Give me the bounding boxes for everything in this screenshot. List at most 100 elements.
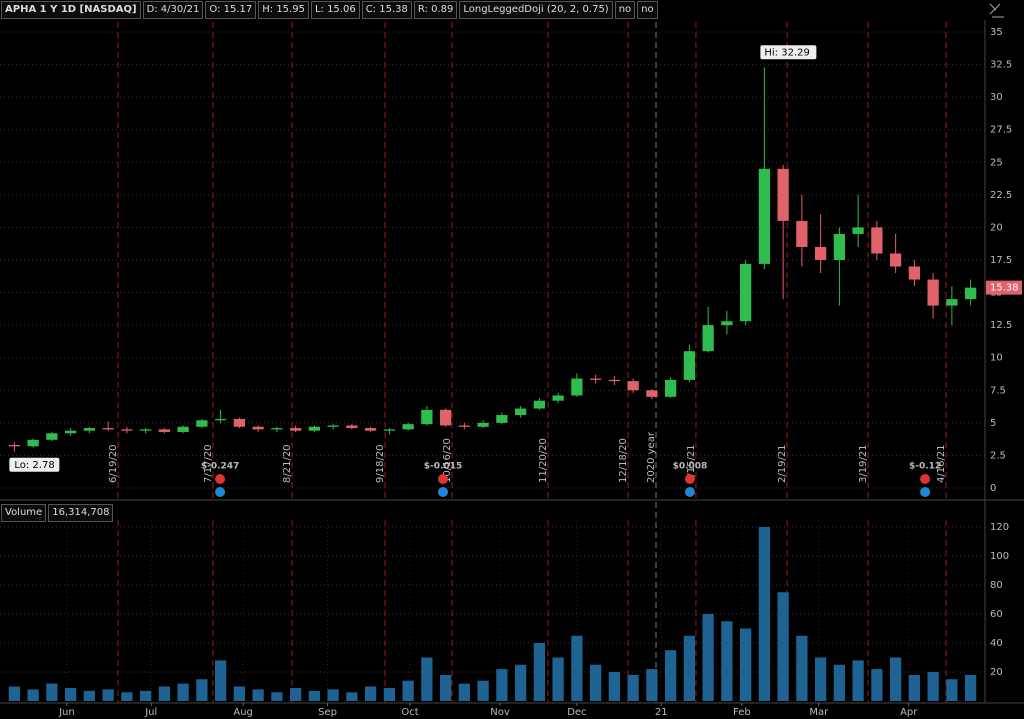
volume-bar (871, 669, 883, 701)
candle-body (852, 227, 864, 234)
y2-tick-label: 20 (990, 667, 1003, 678)
volume-bar (65, 687, 77, 701)
candle-body (402, 424, 414, 430)
candle-body (140, 429, 152, 431)
last-price-label: 15.38 (990, 283, 1019, 294)
dividend-icon (920, 474, 931, 484)
volume-bar (908, 674, 920, 701)
y2-tick-label: 40 (990, 638, 1003, 649)
year-label: 2020 year (646, 431, 657, 483)
x-tick-label: Jul (144, 707, 157, 718)
volume-bar (965, 674, 977, 701)
last-price-box (986, 280, 1022, 295)
candle-body (27, 439, 39, 447)
volume-bar (740, 628, 752, 701)
candle-body (346, 425, 358, 429)
expiration-label: 4/16/21 (936, 444, 947, 483)
y-tick-label: 17.5 (990, 255, 1012, 266)
candle-body (515, 408, 527, 416)
candle-body (327, 425, 339, 427)
earnings-icon (215, 487, 226, 497)
flag: no (637, 1, 658, 19)
dividend-icon (215, 474, 226, 484)
volume-bar (683, 635, 695, 701)
volume-bar (8, 686, 20, 701)
candle-body (590, 378, 602, 380)
volume-bar (590, 664, 602, 701)
x-tick-label: Oct (401, 707, 418, 718)
volume-bar (196, 679, 208, 701)
hi-box (760, 45, 817, 60)
dividend-label: $-0.247 (201, 462, 239, 472)
expiration-label: 6/19/20 (108, 444, 119, 483)
x-tick-label: 21 (655, 707, 668, 718)
y-tick-label: 20 (990, 222, 1003, 233)
expiration-label: 12/18/20 (618, 438, 629, 483)
y-tick-label: 0 (990, 483, 996, 494)
volume-bar (290, 687, 302, 701)
y-tick-label: 25 (990, 157, 1003, 168)
candle-body (46, 433, 58, 440)
volume-bar (140, 690, 152, 701)
high: H: 15.95 (258, 1, 309, 19)
y2-tick-label: 100 (990, 551, 1009, 562)
volume-bar (383, 687, 395, 701)
volume-bar (627, 674, 639, 701)
x-tick-label: Dec (567, 707, 586, 718)
candle-body (308, 426, 320, 431)
x-tick-label: Nov (490, 707, 510, 718)
volume-title[interactable]: Volume (1, 504, 47, 522)
volume-bar (552, 657, 564, 701)
candle-body (196, 420, 208, 427)
candle-body (646, 390, 658, 397)
volume-bar (927, 672, 939, 701)
y-tick-label: 30 (990, 92, 1003, 103)
volume-bar (458, 683, 470, 701)
candle-body (252, 426, 264, 430)
volume-bar (946, 679, 958, 701)
earnings-icon (438, 487, 448, 497)
expiration-label: 8/21/20 (282, 444, 293, 483)
open: O: 15.17 (205, 1, 257, 19)
y2-tick-label: 80 (990, 580, 1003, 591)
volume-bar (46, 683, 58, 701)
study[interactable]: LongLeggedDoji (20, 2, 0.75) (459, 1, 613, 19)
x-tick-label: Mar (809, 707, 829, 718)
volume-header: Volume 16,314,708 (1, 504, 114, 522)
lo-box (9, 457, 60, 472)
candle-body (440, 409, 452, 426)
symbol[interactable]: APHA 1 Y 1D [NASDAQ] (1, 1, 141, 19)
volume-bar (496, 669, 508, 701)
volume-bar (796, 635, 808, 701)
y-tick-label: 10 (990, 353, 1003, 364)
dividend-icon (438, 474, 448, 484)
candle-body (702, 325, 714, 352)
volume-bar (440, 674, 452, 701)
settings-icon[interactable] (989, 3, 1004, 18)
volume-bar (402, 680, 414, 701)
expiration-label: 11/20/20 (538, 438, 549, 483)
expiration-label: 2/19/21 (777, 444, 788, 483)
volume-bar (27, 689, 39, 701)
candle-body (815, 246, 827, 260)
earnings-icon (920, 487, 931, 497)
volume-bar (833, 664, 845, 701)
candle-body (908, 266, 920, 280)
volume-bar (271, 692, 283, 701)
volume-bar (233, 686, 245, 701)
hi-label: Hi: 32.29 (764, 47, 809, 58)
candle-body (233, 418, 245, 427)
y-tick-label: 12.5 (990, 320, 1012, 331)
volume-bar (158, 686, 170, 701)
candle-body (158, 429, 170, 432)
volume-bar (102, 689, 114, 701)
y2-tick-label: 120 (990, 522, 1009, 533)
volume-bar (83, 690, 95, 701)
earnings-icon (684, 487, 695, 497)
candle-body (758, 168, 770, 264)
range: R: 0.89 (413, 1, 458, 19)
candle-body (721, 321, 733, 326)
volume-bar (477, 680, 489, 701)
low: L: 15.06 (310, 1, 360, 19)
candle-body (740, 263, 752, 322)
